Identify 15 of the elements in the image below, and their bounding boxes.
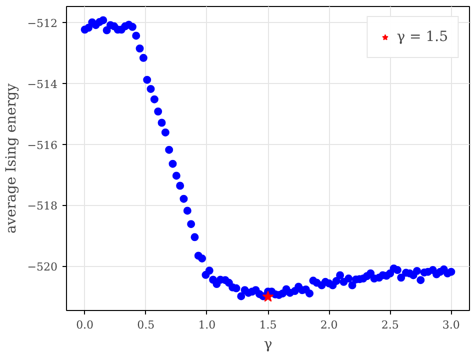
x-tick-label: 0.5 — [137, 318, 155, 332]
y-tick-label: −518 — [27, 200, 58, 213]
y-tick-label: −520 — [27, 260, 58, 274]
x-axis-title: γ — [264, 336, 272, 352]
x-tick-label: 2.0 — [320, 318, 338, 332]
x-tick-label: 1.0 — [198, 318, 216, 332]
x-tick-label: 1.5 — [259, 318, 277, 332]
y-axis-title: average Ising energy — [3, 83, 20, 234]
legend-label: γ = 1.5 — [396, 29, 448, 45]
x-tick-label: 3.0 — [442, 318, 460, 332]
x-tick-label: 0.0 — [76, 318, 94, 332]
x-tick-label: 2.5 — [381, 318, 399, 332]
y-tick-label: −516 — [27, 138, 58, 152]
y-tick-label: −514 — [27, 78, 58, 91]
y-tick-label: −512 — [27, 17, 58, 30]
